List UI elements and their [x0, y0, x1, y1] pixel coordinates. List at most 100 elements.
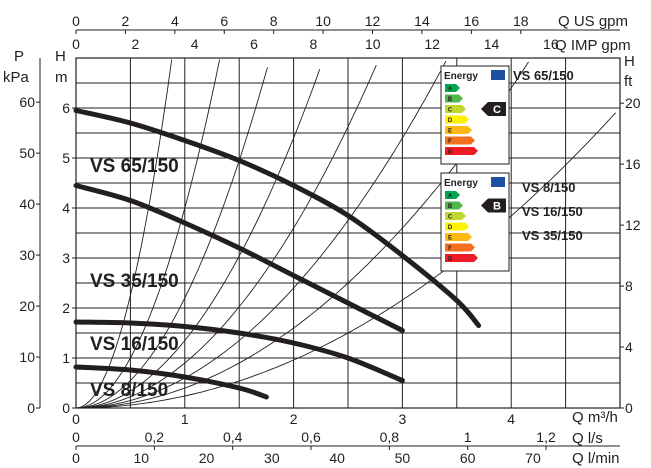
- bottom-primary-axis-label: Q m³/h: [572, 409, 618, 426]
- energy-label-c-model: VS 65/150: [513, 68, 574, 83]
- energy-rating-badge: [481, 198, 506, 213]
- tick-label-head-m: 3: [62, 250, 70, 266]
- tick-label-head-ft: 20: [625, 95, 641, 111]
- tick-label-flow-m3h: 1: [181, 411, 189, 427]
- tick-label-head-ft: 4: [625, 339, 633, 355]
- tick-label-flow-ls: 0: [72, 429, 80, 445]
- tick-label-head-m: 0: [62, 400, 70, 416]
- bottom-secondary-2-axis-label: Q l/min: [572, 450, 620, 467]
- energy-rating-badge: [481, 102, 506, 116]
- tick-label-flow-lmin: 10: [133, 450, 149, 466]
- energy-class-letter: F: [448, 139, 452, 145]
- tick-label-pressure-kpa: 0: [27, 400, 35, 416]
- energy-class-bar: [445, 201, 463, 210]
- energy-class-bar: [445, 84, 460, 92]
- tick-label-head-ft: 0: [625, 400, 633, 416]
- series-label-vs65: VS 65/150: [90, 156, 179, 177]
- tick-label-head-m: 4: [62, 200, 70, 216]
- right-head-axis-label-bottom: ft: [624, 73, 633, 90]
- tick-label-flow-impgpm: 16: [543, 36, 559, 52]
- series-label-vs35: VS 35/150: [90, 271, 179, 292]
- energy-class-letter: C: [448, 215, 453, 221]
- energy-class-letter: F: [448, 246, 452, 252]
- left-head-axis-label-bottom: m: [55, 69, 68, 86]
- tick-label-flow-m3h: 3: [399, 411, 407, 427]
- tick-label-pressure-kpa: 30: [19, 247, 35, 263]
- tick-label-flow-usgpm: 4: [171, 13, 179, 29]
- tick-label-flow-usgpm: 18: [513, 13, 529, 29]
- tick-label-flow-lmin: 0: [72, 450, 80, 466]
- tick-label-head-ft: 16: [625, 156, 641, 172]
- eu-flag-icon: [491, 177, 505, 187]
- tick-label-flow-impgpm: 0: [72, 36, 80, 52]
- energy-class-bar: [445, 94, 463, 103]
- tick-label-pressure-kpa: 50: [19, 145, 35, 161]
- system-curve: [75, 67, 268, 409]
- tick-label-flow-ls: 0,4: [223, 429, 243, 445]
- energy-label-word: Energy: [444, 178, 478, 189]
- grid-lines: [76, 58, 620, 408]
- left-pressure-axis-label-bottom: kPa: [3, 69, 30, 86]
- left-head-axis-label-top: H: [55, 48, 66, 65]
- tick-label-flow-usgpm: 16: [464, 13, 480, 29]
- energy-class-bar: [445, 115, 469, 124]
- pump-curve-4: [73, 364, 269, 400]
- tick-label-flow-impgpm: 8: [310, 36, 318, 52]
- tick-label-flow-m3h: 2: [290, 411, 298, 427]
- energy-class-bar: [445, 105, 466, 113]
- tick-label-flow-ls: 0,2: [145, 429, 165, 445]
- tick-label-flow-lmin: 60: [460, 450, 476, 466]
- tick-label-flow-lmin: 20: [199, 450, 215, 466]
- tick-label-flow-lmin: 70: [525, 450, 541, 466]
- tick-label-flow-usgpm: 6: [220, 13, 228, 29]
- energy-class-bar: [445, 243, 475, 252]
- system-curve: [75, 59, 221, 409]
- tick-label-flow-lmin: 30: [264, 450, 280, 466]
- tick-label-flow-lmin: 50: [395, 450, 411, 466]
- energy-class-letter: D: [448, 118, 453, 124]
- tick-label-flow-m3h: 0: [72, 411, 80, 427]
- energy-class-bar: [445, 212, 466, 220]
- system-curve: [75, 65, 377, 409]
- energy-label-b-model-1: VS 8/150: [522, 180, 576, 195]
- energy-class-bar: [445, 147, 478, 155]
- tick-label-flow-ls: 0,8: [380, 429, 400, 445]
- energy-label-b-model-3: VS 35/150: [522, 228, 583, 243]
- tick-label-flow-usgpm: 12: [365, 13, 381, 29]
- energy-class-bar: [445, 126, 472, 134]
- tick-label-pressure-kpa: 60: [19, 94, 35, 110]
- energy-class-bar: [445, 191, 460, 199]
- tick-label-flow-impgpm: 6: [250, 36, 258, 52]
- tick-label-flow-lmin: 40: [329, 450, 345, 466]
- energy-class-bar: [445, 222, 469, 231]
- system-curves: [75, 59, 616, 409]
- energy-class-letter: A: [448, 194, 453, 200]
- tick-label-pressure-kpa: 10: [19, 349, 35, 365]
- energy-label-b-model-2: VS 16/150: [522, 204, 583, 219]
- energy-label-word: Energy: [444, 71, 478, 82]
- tick-label-flow-m3h: 4: [507, 411, 515, 427]
- energy-class-letter: E: [448, 236, 452, 242]
- tick-label-head-ft: 12: [625, 217, 641, 233]
- tick-label-flow-ls: 1: [464, 429, 472, 445]
- system-curve: [76, 112, 616, 409]
- tick-label-pressure-kpa: 40: [19, 196, 35, 212]
- tick-label-flow-usgpm: 0: [72, 13, 80, 29]
- tick-label-flow-ls: 1,2: [536, 429, 556, 445]
- energy-class-letter: D: [448, 225, 453, 231]
- tick-label-flow-ls: 0,6: [301, 429, 321, 445]
- tick-label-head-ft: 8: [625, 278, 633, 294]
- tick-label-flow-usgpm: 14: [414, 13, 430, 29]
- tick-label-flow-usgpm: 10: [315, 13, 331, 29]
- tick-label-head-m: 6: [62, 100, 70, 116]
- left-pressure-axis-label-top: P: [14, 48, 24, 65]
- energy-class-letter: A: [448, 87, 453, 93]
- energy-class-letter: E: [448, 129, 452, 135]
- energy-class-letter: C: [448, 108, 453, 114]
- energy-rating-letter: B: [493, 201, 501, 213]
- tick-label-pressure-kpa: 20: [19, 298, 35, 314]
- tick-label-flow-impgpm: 12: [424, 36, 440, 52]
